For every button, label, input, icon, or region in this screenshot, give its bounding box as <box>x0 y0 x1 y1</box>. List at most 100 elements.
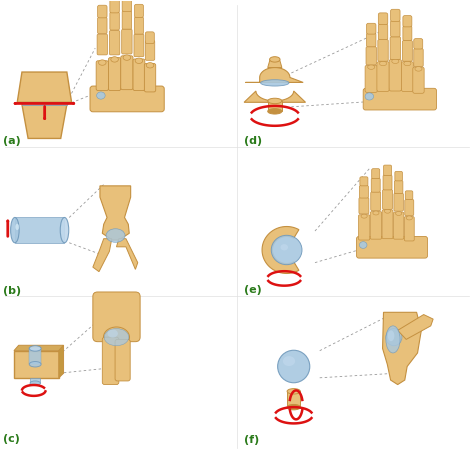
FancyBboxPatch shape <box>14 351 59 378</box>
Ellipse shape <box>97 92 105 99</box>
FancyBboxPatch shape <box>383 165 392 175</box>
Ellipse shape <box>281 244 288 251</box>
FancyBboxPatch shape <box>391 9 400 21</box>
Ellipse shape <box>111 57 118 62</box>
Polygon shape <box>22 102 67 105</box>
FancyBboxPatch shape <box>115 339 130 381</box>
FancyBboxPatch shape <box>122 10 132 29</box>
Ellipse shape <box>15 224 19 230</box>
Ellipse shape <box>396 212 401 216</box>
Polygon shape <box>398 314 433 339</box>
FancyBboxPatch shape <box>383 189 392 209</box>
Ellipse shape <box>103 327 129 347</box>
FancyBboxPatch shape <box>146 32 155 43</box>
FancyBboxPatch shape <box>97 34 108 55</box>
FancyBboxPatch shape <box>90 86 164 112</box>
FancyBboxPatch shape <box>366 33 376 47</box>
Ellipse shape <box>29 361 41 367</box>
FancyBboxPatch shape <box>403 26 412 40</box>
Ellipse shape <box>373 211 379 215</box>
Ellipse shape <box>270 57 280 62</box>
Ellipse shape <box>384 209 391 213</box>
FancyBboxPatch shape <box>98 17 107 34</box>
FancyBboxPatch shape <box>370 212 382 239</box>
Ellipse shape <box>268 109 282 114</box>
FancyBboxPatch shape <box>371 178 380 192</box>
FancyBboxPatch shape <box>395 171 402 181</box>
Ellipse shape <box>287 405 301 410</box>
FancyBboxPatch shape <box>102 337 119 385</box>
Polygon shape <box>246 67 303 82</box>
FancyBboxPatch shape <box>377 62 389 92</box>
Polygon shape <box>383 312 421 385</box>
FancyBboxPatch shape <box>405 199 414 216</box>
Ellipse shape <box>123 55 131 60</box>
FancyBboxPatch shape <box>401 62 413 92</box>
FancyBboxPatch shape <box>394 193 403 211</box>
FancyBboxPatch shape <box>414 48 423 67</box>
Ellipse shape <box>135 58 143 63</box>
Ellipse shape <box>104 328 129 346</box>
FancyBboxPatch shape <box>383 175 392 190</box>
Ellipse shape <box>268 98 282 104</box>
Ellipse shape <box>380 61 387 66</box>
FancyBboxPatch shape <box>93 292 140 342</box>
FancyBboxPatch shape <box>378 13 388 24</box>
Polygon shape <box>117 239 138 270</box>
FancyBboxPatch shape <box>110 0 119 13</box>
Polygon shape <box>59 345 64 378</box>
FancyBboxPatch shape <box>135 17 144 34</box>
Text: (c): (c) <box>3 434 20 444</box>
FancyBboxPatch shape <box>372 169 380 178</box>
Ellipse shape <box>99 60 106 65</box>
FancyBboxPatch shape <box>359 198 369 214</box>
FancyBboxPatch shape <box>121 56 133 90</box>
FancyBboxPatch shape <box>359 185 368 198</box>
Ellipse shape <box>30 381 40 386</box>
FancyBboxPatch shape <box>109 30 120 55</box>
FancyBboxPatch shape <box>366 47 376 65</box>
FancyBboxPatch shape <box>122 0 132 11</box>
Ellipse shape <box>10 217 19 243</box>
FancyBboxPatch shape <box>371 192 381 211</box>
Ellipse shape <box>386 326 400 353</box>
Polygon shape <box>244 91 306 102</box>
Polygon shape <box>287 391 301 407</box>
Polygon shape <box>23 103 65 104</box>
FancyBboxPatch shape <box>360 177 368 186</box>
Text: (a): (a) <box>3 136 21 146</box>
FancyBboxPatch shape <box>394 180 403 193</box>
Ellipse shape <box>365 93 374 100</box>
FancyBboxPatch shape <box>110 12 119 30</box>
Polygon shape <box>100 186 131 240</box>
FancyBboxPatch shape <box>363 88 437 110</box>
FancyBboxPatch shape <box>109 58 121 91</box>
Ellipse shape <box>415 67 422 71</box>
Ellipse shape <box>261 80 289 86</box>
FancyBboxPatch shape <box>402 40 412 61</box>
FancyBboxPatch shape <box>404 217 414 241</box>
Text: (f): (f) <box>244 435 259 445</box>
Ellipse shape <box>278 350 310 383</box>
FancyBboxPatch shape <box>134 34 144 57</box>
Ellipse shape <box>388 330 394 341</box>
Polygon shape <box>262 226 299 274</box>
Ellipse shape <box>406 216 412 220</box>
Polygon shape <box>268 101 282 111</box>
FancyBboxPatch shape <box>96 61 109 91</box>
FancyBboxPatch shape <box>365 65 377 92</box>
FancyBboxPatch shape <box>133 59 145 91</box>
Text: (d): (d) <box>244 136 262 146</box>
FancyBboxPatch shape <box>145 63 156 92</box>
Ellipse shape <box>60 217 69 243</box>
FancyBboxPatch shape <box>390 37 401 59</box>
FancyBboxPatch shape <box>389 59 401 91</box>
Polygon shape <box>14 345 64 351</box>
Ellipse shape <box>404 61 411 66</box>
Ellipse shape <box>106 229 125 242</box>
FancyBboxPatch shape <box>122 29 132 54</box>
FancyBboxPatch shape <box>366 23 376 34</box>
Ellipse shape <box>287 389 301 394</box>
Polygon shape <box>17 72 72 102</box>
FancyBboxPatch shape <box>358 215 370 240</box>
